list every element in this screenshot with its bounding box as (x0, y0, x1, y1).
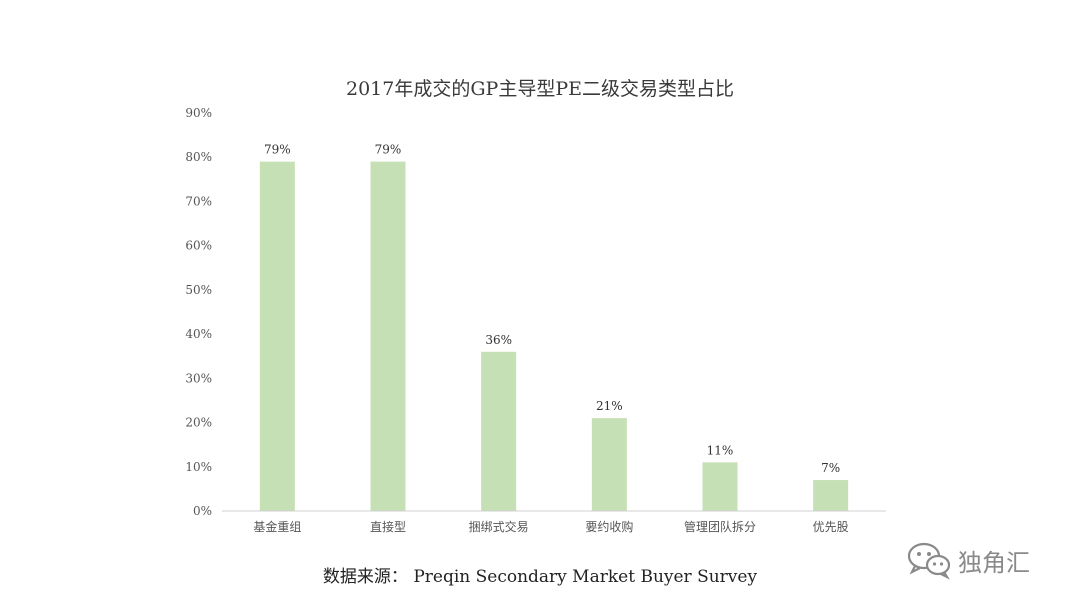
y-tick-label: 90% (185, 106, 212, 120)
source-note: 数据来源： Preqin Secondary Market Buyer Surv… (322, 567, 758, 587)
y-tick-label: 20% (185, 416, 212, 430)
bar (591, 418, 627, 511)
y-tick-label: 80% (185, 150, 212, 164)
bar (481, 351, 517, 511)
x-axis: 基金重组 直接型 捆绑式交易 要约收购 管理团队拆分 优先股 (253, 519, 848, 534)
x-tick-label: 基金重组 (253, 519, 301, 534)
data-label: 79% (264, 143, 291, 157)
y-tick-label: 70% (185, 194, 212, 208)
y-tick-label: 0% (193, 504, 212, 518)
bar (259, 161, 295, 511)
y-tick-label: 60% (185, 239, 212, 253)
y-tick-label: 40% (185, 327, 212, 341)
x-tick-label: 直接型 (370, 519, 406, 534)
y-axis: 0% 10% 20% 30% 40% 50% 60% 70% 80% 90% (185, 106, 212, 518)
data-label: 79% (375, 143, 402, 157)
y-tick-label: 50% (185, 283, 212, 297)
x-tick-label: 要约收购 (585, 519, 633, 534)
data-label: 36% (485, 333, 512, 347)
x-tick-label: 优先股 (813, 520, 849, 534)
data-label: 7% (821, 461, 840, 475)
wechat-icon (907, 542, 951, 580)
data-label: 21% (596, 399, 623, 413)
x-tick-label: 管理团队拆分 (684, 519, 756, 534)
data-label: 11% (707, 443, 734, 457)
bar (702, 462, 738, 511)
bar (370, 161, 406, 511)
chart-title: 2017年成交的GP主导型PE二级交易类型占比 (346, 78, 734, 100)
y-tick-label: 30% (185, 371, 212, 385)
x-tick-label: 捆绑式交易 (469, 519, 529, 534)
y-tick-label: 10% (185, 460, 212, 474)
bar (813, 480, 849, 511)
bar-series: 79% 79% 36% 21% 11% 7% (259, 143, 849, 511)
watermark-text: 独角汇 (958, 548, 1030, 577)
watermark: 独角汇 (906, 540, 1030, 580)
